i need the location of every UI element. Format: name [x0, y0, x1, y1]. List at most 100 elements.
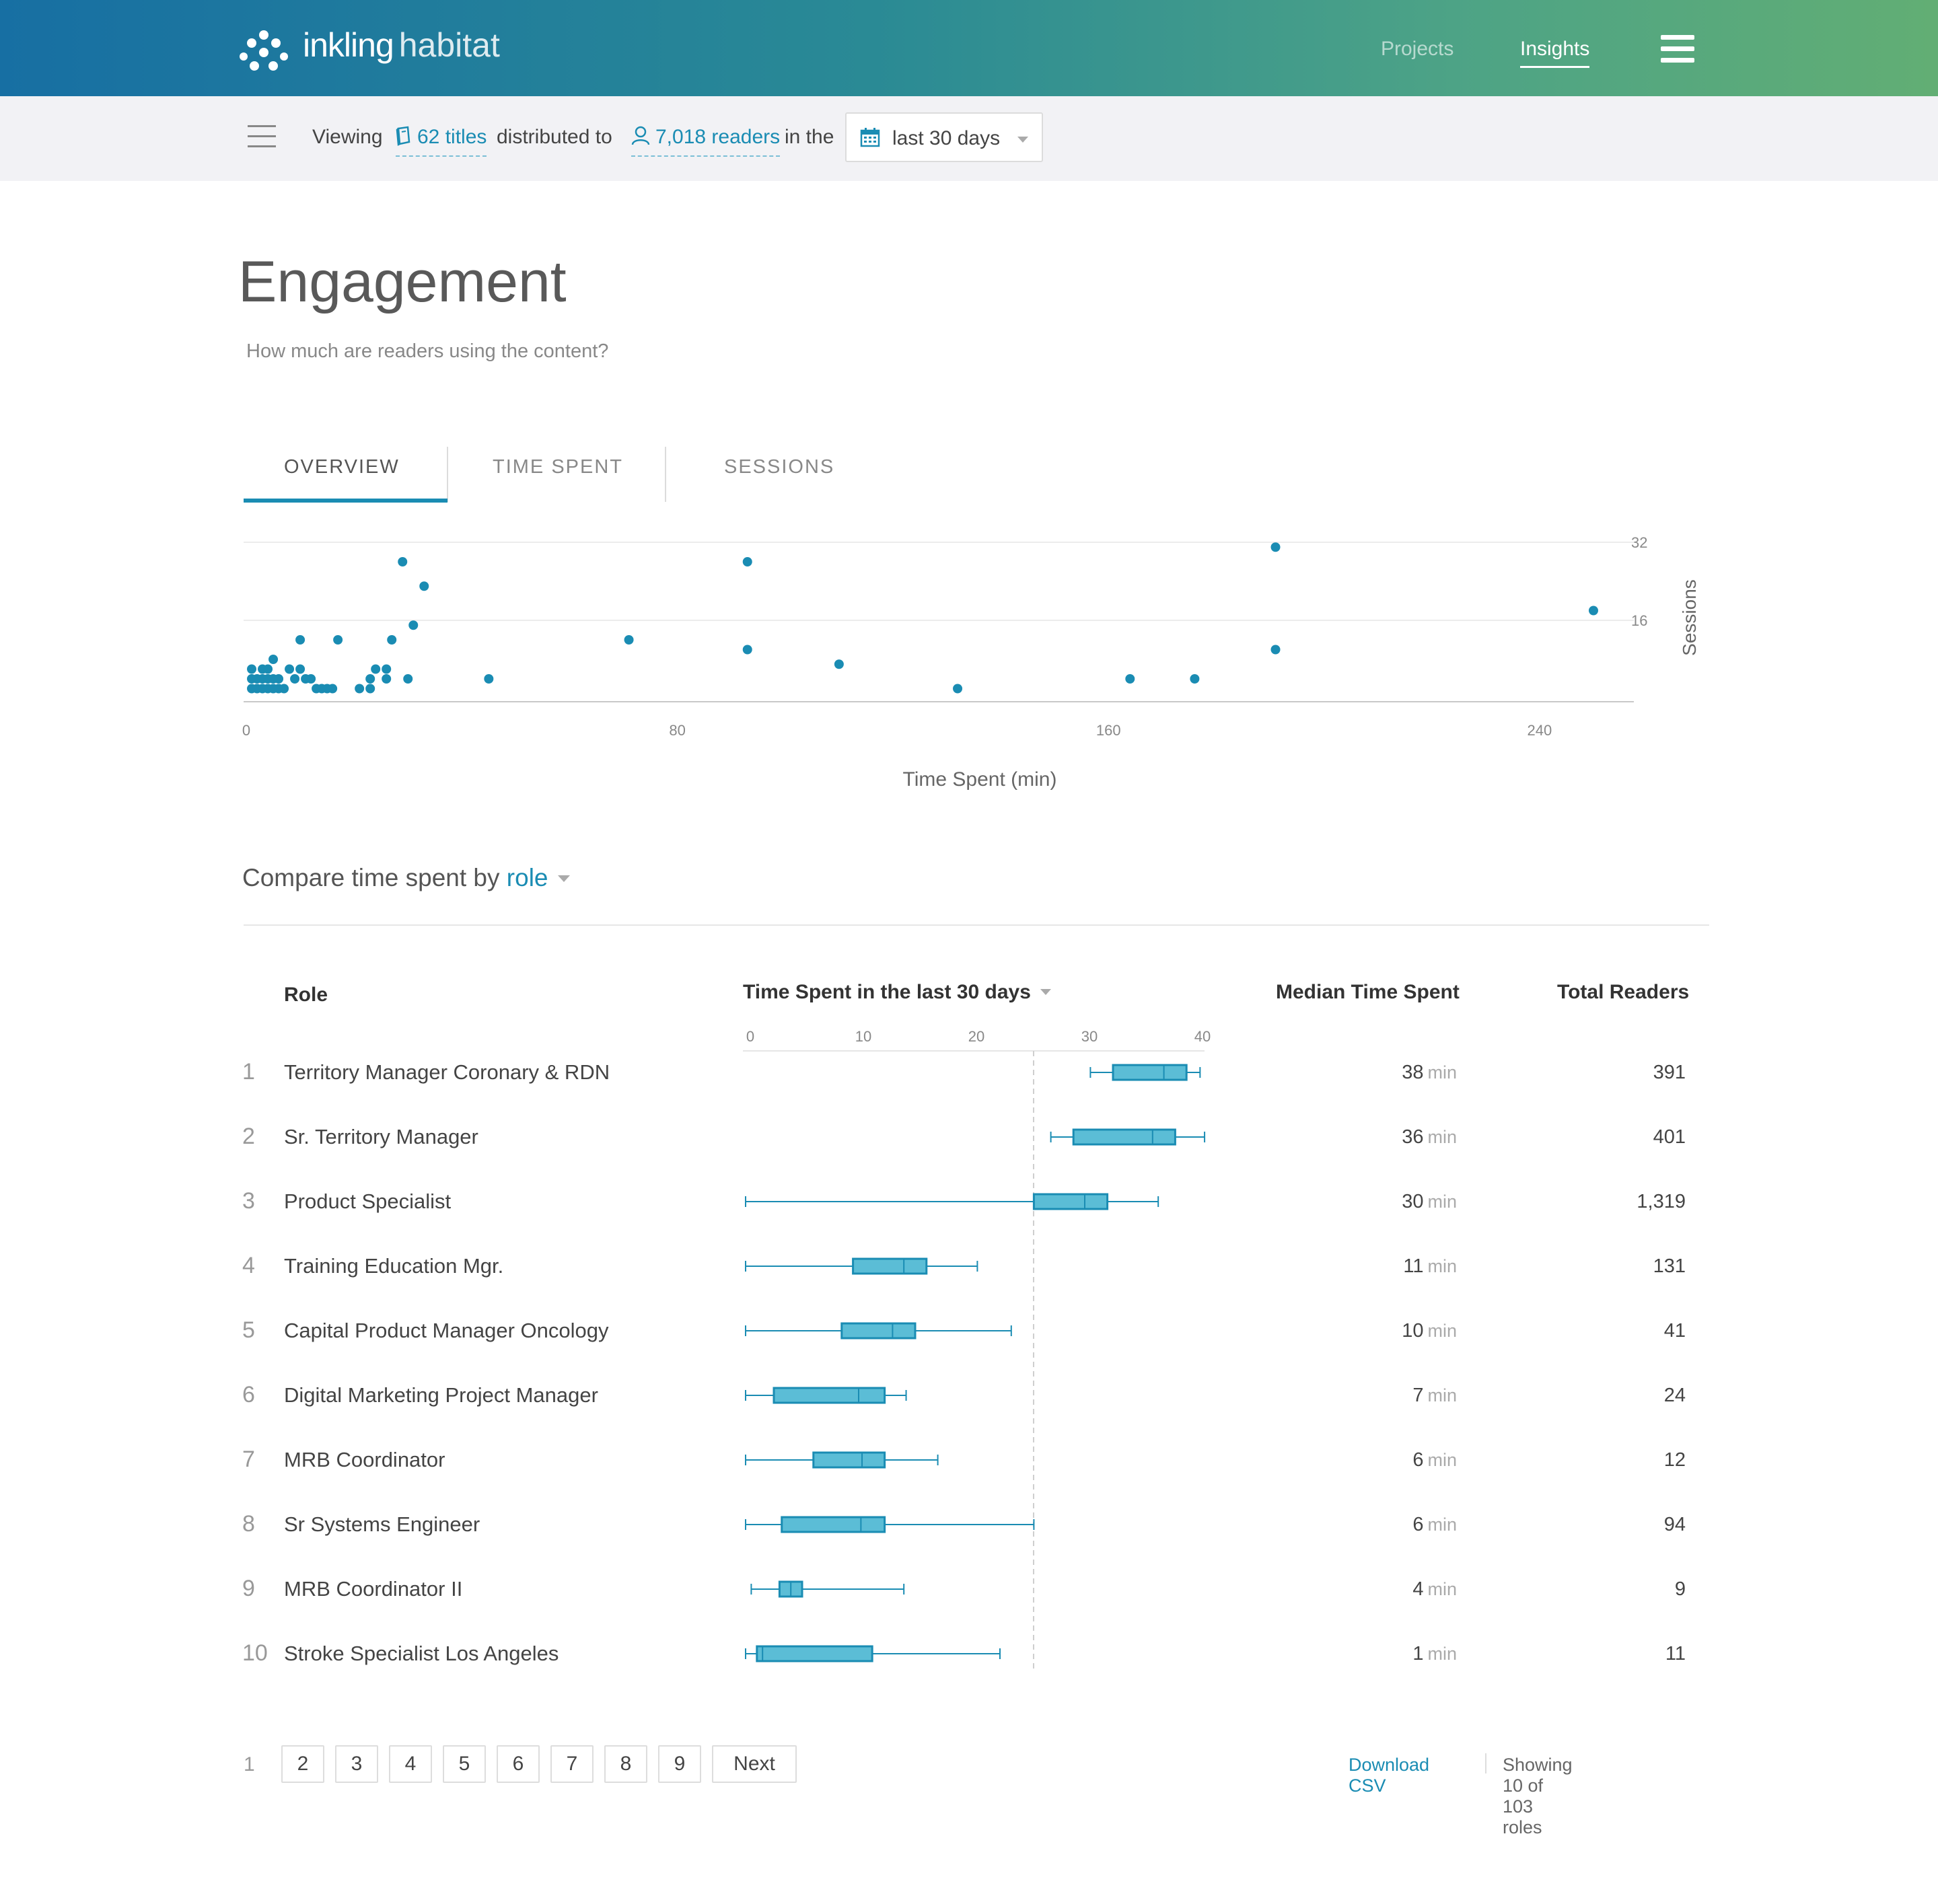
page-subtitle: How much are readers using the content? — [246, 340, 609, 362]
scatter-point[interactable] — [382, 664, 392, 674]
scatter-point[interactable] — [295, 635, 306, 645]
boxplot[interactable] — [1089, 1064, 1201, 1081]
tab-divider — [447, 447, 448, 502]
scatter-point[interactable] — [247, 664, 257, 674]
scatter-point[interactable] — [365, 674, 375, 684]
tab-divider — [665, 447, 666, 502]
boxplot[interactable] — [745, 1387, 907, 1404]
table-row[interactable]: 6 Digital Marketing Project Manager 7 min 24 — [0, 1382, 1938, 1447]
row-role-name: Sr Systems Engineer — [284, 1512, 480, 1536]
row-total-readers: 1,319 — [1637, 1191, 1686, 1212]
boxplot[interactable] — [1050, 1128, 1206, 1146]
row-median: 36 min — [1402, 1126, 1457, 1148]
scatter-point[interactable] — [484, 674, 494, 684]
brand-main: inkling — [303, 26, 394, 64]
boxplot[interactable] — [745, 1322, 1012, 1340]
calendar-icon — [860, 128, 880, 147]
row-median: 10 min — [1402, 1320, 1457, 1342]
row-rank: 9 — [242, 1576, 255, 1601]
scatter-point[interactable] — [295, 664, 306, 674]
boxplot[interactable] — [745, 1645, 1001, 1662]
scatter-point[interactable] — [387, 635, 397, 645]
table-row[interactable]: 7 MRB Coordinator 6 min 12 — [0, 1447, 1938, 1511]
scatter-point[interactable] — [419, 581, 429, 591]
readers-filter-link[interactable]: 7,018 readers — [631, 126, 781, 157]
boxplot[interactable] — [745, 1451, 939, 1469]
scatter-point[interactable] — [328, 684, 338, 694]
table-row[interactable]: 5 Capital Product Manager Oncology 10 min 41 — [0, 1317, 1938, 1382]
page-button[interactable]: 6 — [497, 1745, 540, 1783]
nav-insights[interactable]: Insights — [1520, 38, 1590, 68]
x-tick-label: 160 — [1096, 722, 1121, 739]
page-button[interactable]: 2 — [281, 1745, 324, 1783]
scatter-point[interactable] — [268, 655, 279, 664]
scatter-point[interactable] — [274, 674, 284, 684]
scatter-point[interactable] — [834, 659, 844, 669]
scatter-point[interactable] — [953, 684, 963, 694]
boxplot[interactable] — [745, 1257, 978, 1275]
hamburger-menu-icon[interactable] — [1661, 35, 1694, 65]
table-row[interactable]: 4 Training Education Mgr. 11 min 131 — [0, 1253, 1938, 1317]
boxplot-box — [1032, 1193, 1109, 1210]
download-csv-link[interactable]: Download CSV — [1349, 1755, 1430, 1796]
table-row[interactable]: 1 Territory Manager Coronary & RDN 38 min 39… — [0, 1059, 1938, 1124]
viewing-label: Viewing — [312, 126, 383, 148]
inkling-logo-icon[interactable] — [240, 27, 288, 74]
tab-time-spent[interactable]: TIME SPENT — [493, 456, 624, 478]
boxplot-box — [1112, 1064, 1188, 1081]
page-button[interactable]: 3 — [335, 1745, 378, 1783]
scatter-point[interactable] — [1588, 606, 1598, 616]
page-title: Engagement — [238, 250, 567, 314]
next-page-button[interactable]: Next — [712, 1745, 797, 1783]
scatter-point[interactable] — [306, 674, 316, 684]
sidebar-toggle-icon[interactable] — [248, 125, 276, 148]
row-role-name: Training Education Mgr. — [284, 1254, 504, 1278]
scatter-point[interactable] — [742, 557, 752, 566]
scatter-point[interactable] — [333, 635, 343, 645]
page-button[interactable]: 8 — [604, 1745, 647, 1783]
scatter-point[interactable] — [408, 620, 419, 630]
scatter-point[interactable] — [371, 664, 381, 674]
page-button[interactable]: 5 — [443, 1745, 486, 1783]
table-row[interactable]: 3 Product Specialist 30 min 1,319 — [0, 1188, 1938, 1253]
page-button[interactable]: 7 — [550, 1745, 594, 1783]
date-range-select[interactable]: last 30 days — [845, 112, 1043, 162]
scatter-point[interactable] — [742, 645, 752, 655]
column-header-time-spent[interactable]: Time Spent in the last 30 days — [743, 981, 1051, 1004]
compare-prefix: Compare time spent by — [242, 864, 500, 891]
scatter-point[interactable] — [1125, 674, 1135, 684]
scatter-point[interactable] — [279, 684, 289, 694]
row-role-name: Capital Product Manager Oncology — [284, 1319, 609, 1342]
scatter-point[interactable] — [1270, 542, 1281, 552]
row-role-name: Product Specialist — [284, 1189, 452, 1213]
scatter-point[interactable] — [365, 684, 375, 694]
scatter-point[interactable] — [1270, 645, 1281, 655]
boxplot-box — [781, 1516, 886, 1533]
table-row[interactable]: 2 Sr. Territory Manager 36 min 401 — [0, 1124, 1938, 1188]
table-row[interactable]: 9 MRB Coordinator II 4 min 9 — [0, 1576, 1938, 1640]
tab-sessions[interactable]: SESSIONS — [724, 456, 835, 478]
boxplot[interactable] — [750, 1580, 905, 1598]
scatter-point[interactable] — [398, 557, 408, 566]
scatter-point[interactable] — [263, 664, 273, 674]
scatter-point[interactable] — [1190, 674, 1200, 684]
boxplot-tick-label: 0 — [746, 1028, 754, 1045]
boxplot-tick-label: 10 — [855, 1028, 871, 1045]
nav-projects[interactable]: Projects — [1381, 38, 1454, 60]
boxplot[interactable] — [745, 1193, 1159, 1210]
titles-filter-link[interactable]: 62 titles — [396, 126, 487, 157]
scatter-point[interactable] — [403, 674, 413, 684]
page-button[interactable]: 4 — [389, 1745, 432, 1783]
brand-name[interactable]: inkling habitat — [303, 26, 500, 65]
boxplot[interactable] — [745, 1516, 1035, 1533]
table-row[interactable]: 8 Sr Systems Engineer 6 min 94 — [0, 1511, 1938, 1576]
scatter-point[interactable] — [355, 684, 365, 694]
tab-overview[interactable]: OVERVIEW — [284, 456, 400, 478]
table-row[interactable]: 10 Stroke Specialist Los Angeles 1 min 11 — [0, 1640, 1938, 1705]
scatter-point[interactable] — [624, 635, 634, 645]
page-button[interactable]: 9 — [658, 1745, 701, 1783]
scatter-point[interactable] — [382, 674, 392, 684]
compare-by-selector[interactable]: Compare time spent by role — [242, 864, 570, 892]
scatter-point[interactable] — [290, 674, 300, 684]
scatter-point[interactable] — [285, 664, 295, 674]
